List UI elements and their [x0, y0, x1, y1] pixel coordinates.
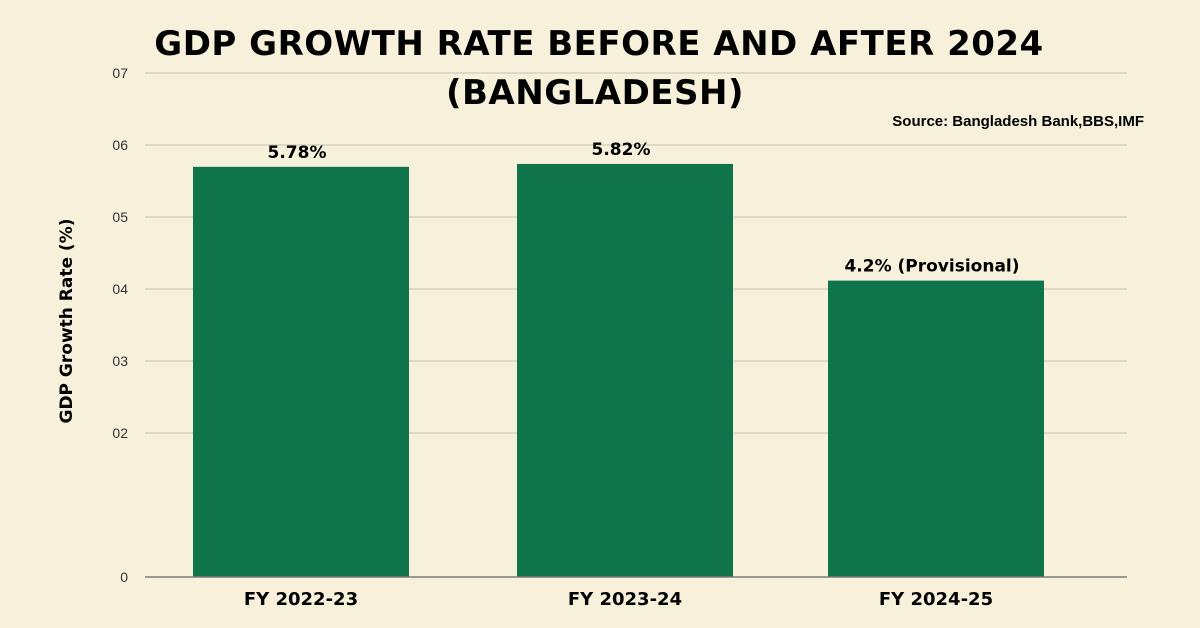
bar-data-label: 5.82%	[592, 140, 651, 160]
y-tick-label: 03	[112, 353, 128, 369]
x-category-label: FY 2023-24	[568, 589, 682, 610]
bar	[517, 163, 733, 577]
bar	[828, 280, 1044, 577]
source-note: Source: Bangladesh Bank,BBS,IMF	[892, 113, 1144, 130]
y-tick-label: 05	[112, 209, 128, 225]
bar-data-label: 4.2% (Provisional)	[844, 257, 1019, 277]
y-tick-label: 02	[112, 425, 128, 441]
y-tick-label: 06	[112, 137, 128, 153]
y-tick-label: 0	[120, 569, 128, 585]
bar	[193, 166, 409, 577]
chart-title-line-2: (BANGLADESH)	[445, 73, 745, 113]
x-category-label: FY 2022-23	[244, 589, 358, 610]
bar-data-label: 5.78%	[268, 143, 327, 163]
y-tick-label: 04	[112, 281, 128, 297]
y-axis-title: GDP Growth Rate (%)	[57, 218, 77, 423]
y-tick-label: 07	[112, 65, 128, 81]
x-category-label: FY 2024-25	[879, 589, 993, 610]
chart-title-line-1: GDP GROWTH RATE BEFORE AND AFTER 2024	[154, 24, 1044, 64]
